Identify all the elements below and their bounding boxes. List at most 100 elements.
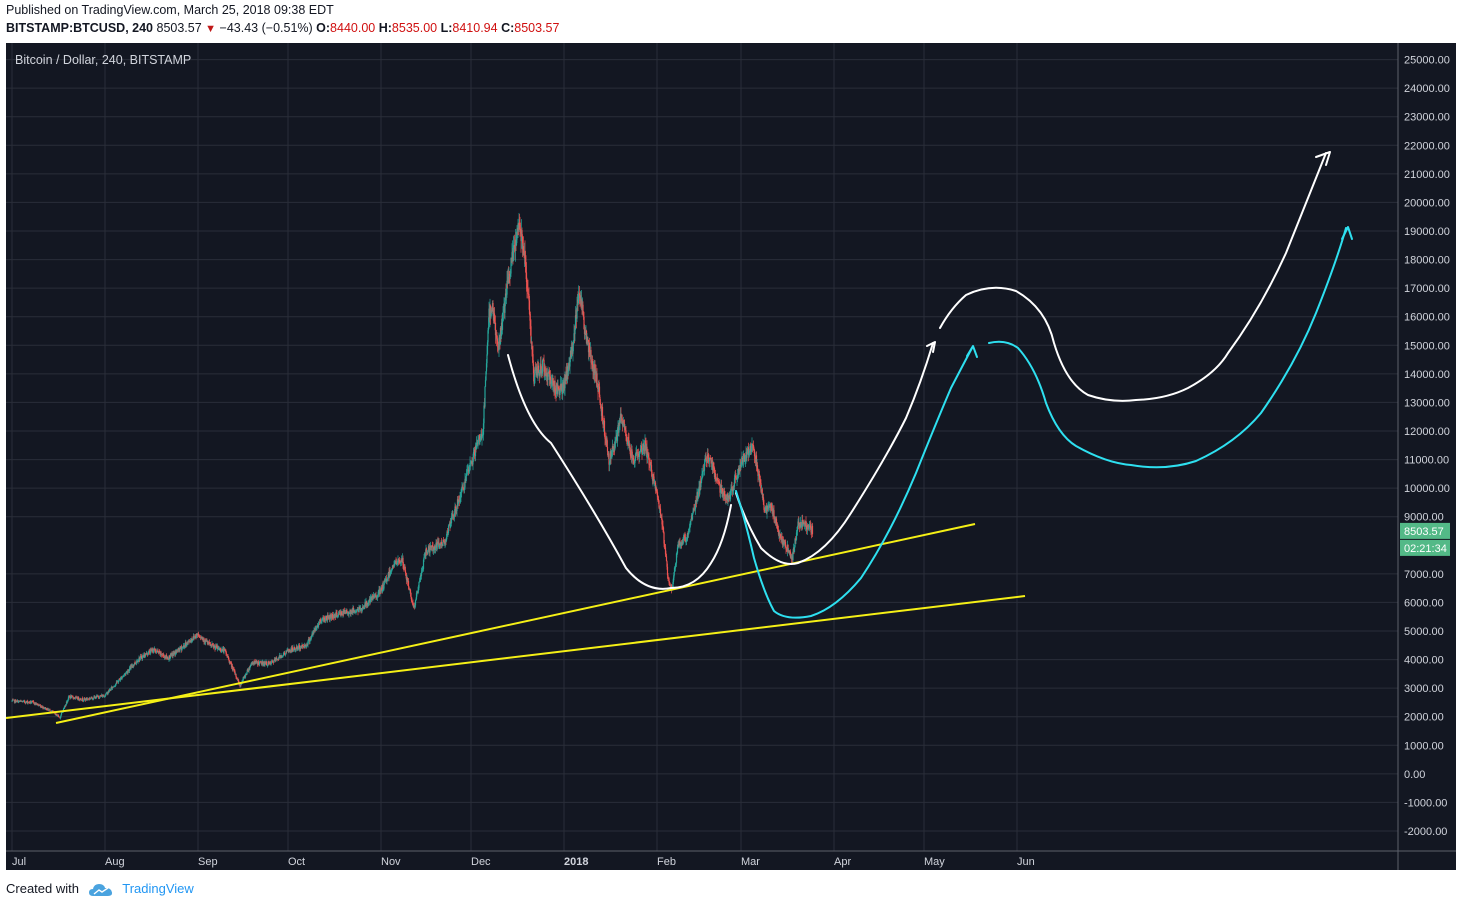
candle-body [291, 647, 293, 653]
candle-body [658, 500, 660, 508]
candle-body [485, 371, 487, 381]
candle-body [451, 515, 453, 518]
candle-body [487, 330, 489, 343]
candle-body [161, 655, 164, 656]
candle-body [559, 389, 561, 396]
candle-body [737, 468, 740, 476]
candle-body [557, 386, 560, 389]
candle-body [20, 700, 22, 702]
candle-body [430, 547, 433, 548]
candle-body [442, 540, 444, 547]
candle-body [598, 386, 601, 398]
candle-body [268, 661, 271, 664]
candle-body [719, 490, 722, 493]
y-tick-label: 24000.00 [1404, 83, 1450, 95]
candle-body [599, 402, 602, 406]
candle-body [590, 350, 592, 363]
candle-body [734, 475, 737, 478]
candle-body [542, 359, 545, 360]
candle-body [257, 661, 260, 664]
candle-body [423, 556, 426, 558]
candle-body [782, 539, 785, 545]
candle-body [498, 337, 500, 351]
candle-body [231, 665, 234, 670]
candle-body [143, 654, 146, 657]
candle-body [37, 704, 39, 706]
candle-body [582, 304, 584, 314]
candle-body [105, 692, 108, 694]
candle-body [50, 711, 53, 712]
candle-body [634, 454, 637, 461]
candle-body [757, 471, 759, 477]
candle-body [510, 257, 512, 274]
candle-body [291, 647, 294, 650]
candle-body [430, 545, 432, 548]
candle-body [583, 316, 585, 330]
candle-body [650, 462, 652, 466]
candle-body [440, 542, 443, 545]
candle-body [521, 230, 523, 237]
candle-body [191, 638, 193, 641]
candle-body [412, 602, 414, 605]
candle-body [546, 372, 548, 378]
candle-body [81, 698, 84, 701]
candle-body [468, 469, 471, 472]
candle-body [382, 584, 384, 590]
candle-body [246, 671, 248, 675]
candle-body [479, 435, 482, 441]
candle-body [539, 369, 541, 376]
candle-body [436, 545, 438, 548]
candle-body [15, 700, 18, 703]
candle-body [384, 579, 387, 582]
candle-body [626, 439, 628, 445]
candle-body [31, 701, 33, 703]
candle-body [414, 600, 417, 606]
candle-body [229, 661, 232, 663]
candle-body [718, 481, 720, 483]
candle-body [24, 702, 26, 703]
candle-body [327, 615, 329, 618]
candle-body [154, 648, 156, 651]
candle-body [784, 540, 786, 542]
candle-body [103, 696, 106, 697]
candle-body [629, 444, 631, 451]
candle-body [621, 421, 624, 426]
candle-body [785, 547, 787, 550]
candle-body [408, 586, 410, 589]
candle-body [619, 418, 621, 425]
high-value: 8535.00 [391, 21, 438, 35]
candle-body [571, 347, 573, 348]
candle-body [211, 643, 214, 645]
candle-body [505, 293, 507, 296]
candle-body [599, 397, 601, 403]
candle-body [612, 446, 614, 449]
candle-body [763, 504, 765, 510]
candle-body [225, 650, 227, 654]
candle-body [583, 329, 586, 335]
candle-body [550, 382, 552, 384]
candle-body [286, 650, 288, 652]
candle-body [453, 513, 456, 517]
candle-body [260, 661, 262, 663]
chart-canvas[interactable]: 25000.00 24000.00 23000.00 22000.00 21000.00… [6, 43, 1456, 870]
candle-body [310, 637, 312, 640]
candle-body [179, 646, 181, 651]
candle-body [170, 653, 173, 656]
candle-body [729, 490, 732, 500]
candle-body [323, 617, 325, 621]
candle-body [463, 487, 466, 490]
candle-body [752, 445, 755, 449]
y-tick-label: 3000.00 [1404, 683, 1444, 695]
tradingview-link[interactable]: TradingView [122, 881, 194, 896]
candle-body [629, 450, 632, 456]
candle-body [789, 550, 791, 552]
candle-body [336, 616, 339, 618]
candle-body [802, 523, 804, 526]
candle-body [108, 689, 111, 692]
candle-body [482, 423, 485, 435]
candle-body [689, 520, 692, 526]
candle-body [701, 473, 703, 479]
candle-body [410, 592, 412, 598]
candle-body [386, 578, 389, 580]
white-cup-left [507, 354, 732, 590]
